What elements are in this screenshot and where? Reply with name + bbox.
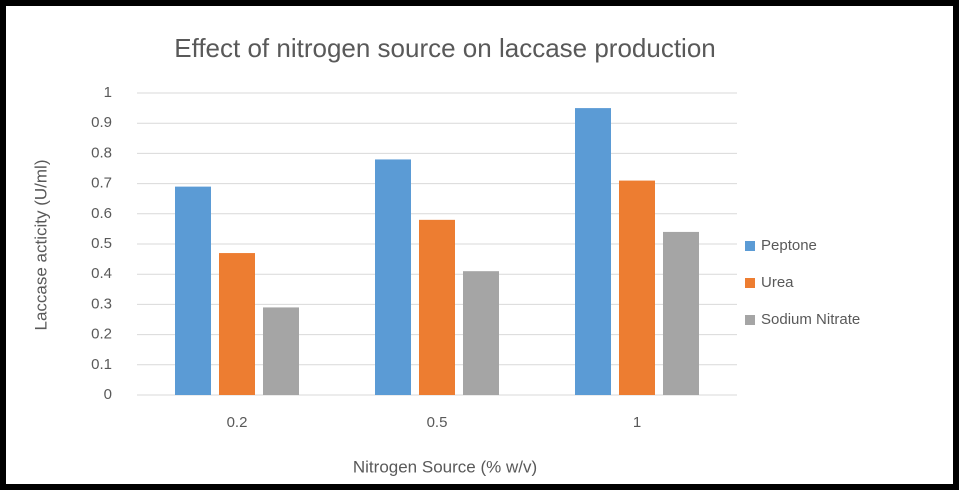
y-tick-label: 1	[104, 84, 112, 101]
bar	[619, 180, 655, 395]
bar	[663, 231, 699, 395]
legend-label: Urea	[761, 274, 794, 291]
y-tick-label: 0.1	[91, 356, 112, 373]
bar	[175, 186, 211, 395]
legend-swatch	[745, 241, 755, 251]
y-tick-label: 0.6	[91, 205, 112, 222]
bar	[419, 219, 455, 395]
legend-label: Peptone	[761, 237, 817, 254]
x-axis-label: Nitrogen Source (% w/v)	[353, 457, 537, 476]
x-tick-label: 0.5	[427, 414, 448, 431]
bar	[219, 253, 255, 395]
y-tick-label: 0	[104, 386, 112, 403]
y-tick-label: 0.5	[91, 235, 112, 252]
chart-title: Effect of nitrogen source on laccase pro…	[174, 33, 716, 63]
y-tick-label: 0.3	[91, 295, 112, 312]
x-tick-label: 1	[633, 414, 641, 431]
y-tick-label: 0.9	[91, 114, 112, 131]
bar	[375, 159, 411, 395]
bar	[575, 108, 611, 395]
y-axis-label: Laccase acticity (U/ml)	[31, 160, 50, 331]
legend-swatch	[745, 278, 755, 288]
legend-label: Sodium Nitrate	[761, 311, 860, 328]
y-tick-label: 0.2	[91, 326, 112, 343]
legend-swatch	[745, 315, 755, 325]
x-tick-label: 0.2	[227, 414, 248, 431]
bar	[463, 271, 499, 395]
y-tick-label: 0.7	[91, 175, 112, 192]
y-tick-label: 0.4	[91, 265, 112, 282]
y-tick-label: 0.8	[91, 144, 112, 161]
bar	[263, 307, 299, 395]
